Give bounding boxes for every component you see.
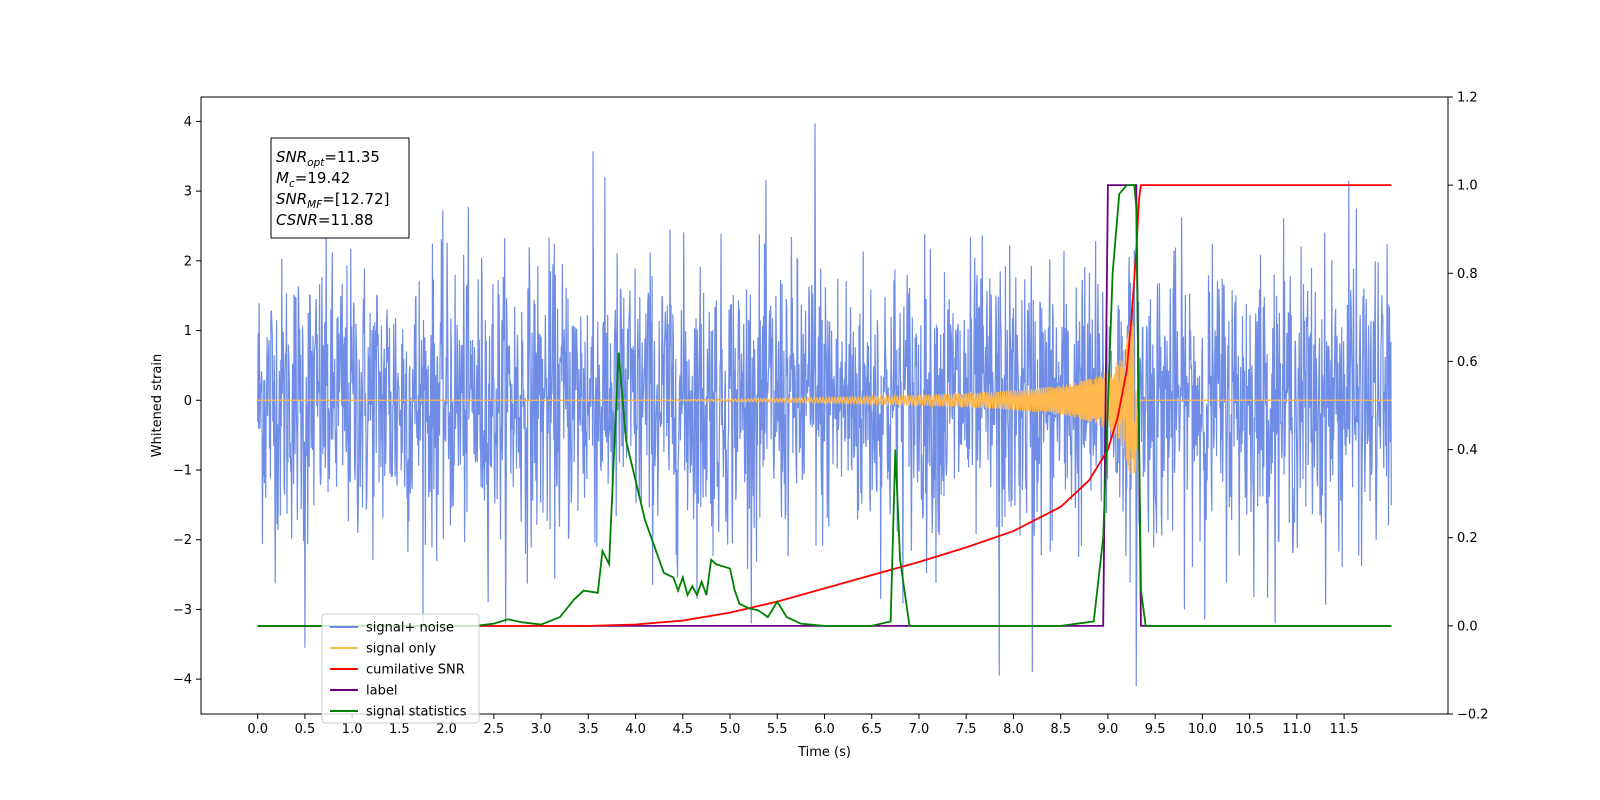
info-box-line: SNRopt=11.35 — [276, 148, 380, 169]
legend-entry-label: signal statistics — [366, 705, 467, 720]
x-tick-label: 6.0 — [814, 722, 835, 737]
y-left-tick-label: −3 — [173, 603, 192, 618]
y-right-tick-label: 0.6 — [1457, 355, 1478, 370]
x-tick-label: 11.5 — [1330, 722, 1359, 737]
legend-entry-label: signal only — [366, 642, 436, 657]
x-tick-label: 8.5 — [1050, 722, 1071, 737]
y-left-tick-label: 1 — [184, 324, 192, 339]
y-right-tick-label: 0.8 — [1457, 267, 1478, 282]
y-axis-right: 1.2 1.0 0.8 0.6 0.4 0.2 0.0 −0.2 — [1448, 91, 1489, 723]
line-signal-noise — [257, 123, 1392, 687]
y-right-tick-label: 0.4 — [1457, 443, 1478, 458]
x-tick-label: 9.5 — [1145, 722, 1166, 737]
x-tick-label: 4.0 — [625, 722, 646, 737]
y-left-tick-label: 0 — [184, 394, 192, 409]
x-tick-label: 10.0 — [1188, 722, 1217, 737]
y-left-tick-label: 4 — [184, 115, 192, 130]
y-right-tick-label: 0.0 — [1457, 619, 1478, 634]
info-var-subscript: opt — [307, 157, 325, 169]
legend-frame — [321, 613, 480, 724]
legend-entry-label: label — [366, 684, 397, 699]
y-axis-left: 4 3 2 1 0 −1 −2 −3 −4 — [173, 115, 201, 688]
x-tick-label: 5.5 — [767, 722, 788, 737]
x-axis-title: Time (s) — [797, 745, 851, 760]
series-signal-noise — [257, 123, 1392, 687]
info-box-line: CSNR=11.88 — [276, 211, 373, 229]
x-tick-label: 6.5 — [861, 722, 882, 737]
x-tick-label: 4.5 — [672, 722, 693, 737]
line-cumulative-snr — [257, 184, 1392, 627]
info-var-subscript: c — [289, 178, 295, 190]
y-axis-left-title: Whitened strain — [150, 354, 165, 457]
plot-area — [257, 123, 1392, 687]
line-signal-statistics — [257, 184, 1392, 627]
x-tick-label: 5.0 — [720, 722, 741, 737]
info-var-value: =11.88 — [318, 211, 374, 229]
right-axis-series — [257, 184, 1392, 627]
info-var-value: =11.35 — [324, 148, 380, 166]
info-var-subscript: MF — [307, 199, 323, 211]
info-var-value: =[12.72] — [322, 190, 389, 208]
info-var-value: =19.42 — [295, 169, 351, 187]
x-tick-label: 2.5 — [484, 722, 505, 737]
y-left-tick-label: 2 — [184, 254, 192, 269]
y-right-tick-label: 1.0 — [1457, 179, 1478, 194]
info-var-name: SNR — [276, 148, 307, 166]
legend: signal+ noise signal only cumilative SNR la… — [321, 613, 480, 724]
line-signal-only — [257, 321, 1392, 475]
info-box-line: SNRMF=[12.72] — [276, 190, 390, 211]
x-tick-label: 2.0 — [436, 722, 457, 737]
x-tick-label: 1.0 — [342, 722, 363, 737]
x-tick-label: 1.5 — [389, 722, 410, 737]
info-box: SNRopt=11.35Mc=19.42SNRMF=[12.72]CSNR=11… — [270, 137, 410, 239]
y-left-tick-label: −4 — [173, 673, 192, 688]
x-tick-label: 7.0 — [909, 722, 930, 737]
y-left-tick-label: −2 — [173, 533, 192, 548]
info-var-name: SNR — [276, 190, 307, 208]
info-box-frame — [270, 137, 410, 239]
legend-entry-label: signal+ noise — [366, 621, 454, 636]
legend-entry-label: cumilative SNR — [366, 663, 465, 678]
x-tick-label: 3.5 — [578, 722, 599, 737]
series-signal-only — [257, 321, 1392, 475]
x-tick-label: 10.5 — [1235, 722, 1264, 737]
x-tick-label: 0.0 — [247, 722, 268, 737]
info-var-name: CSNR — [276, 211, 318, 229]
y-left-tick-label: 3 — [184, 185, 192, 200]
x-tick-label: 9.0 — [1098, 722, 1119, 737]
info-box-line: Mc=19.42 — [276, 169, 350, 190]
x-axis: 0.0 0.5 1.0 1.5 2.0 2.5 3.0 3.5 4.0 4.5 5.0 5.5 6.0 6… — [247, 714, 1359, 737]
x-tick-label: 0.5 — [295, 722, 316, 737]
info-var-name: M — [276, 169, 289, 187]
y-right-tick-label: 0.2 — [1457, 531, 1478, 546]
y-left-tick-label: −1 — [173, 463, 192, 478]
x-tick-label: 3.0 — [531, 722, 552, 737]
x-tick-label: 8.0 — [1003, 722, 1024, 737]
y-right-tick-label: −0.2 — [1457, 708, 1489, 723]
x-tick-label: 7.5 — [956, 722, 977, 737]
x-tick-label: 11.0 — [1282, 722, 1311, 737]
y-right-tick-label: 1.2 — [1457, 91, 1478, 106]
